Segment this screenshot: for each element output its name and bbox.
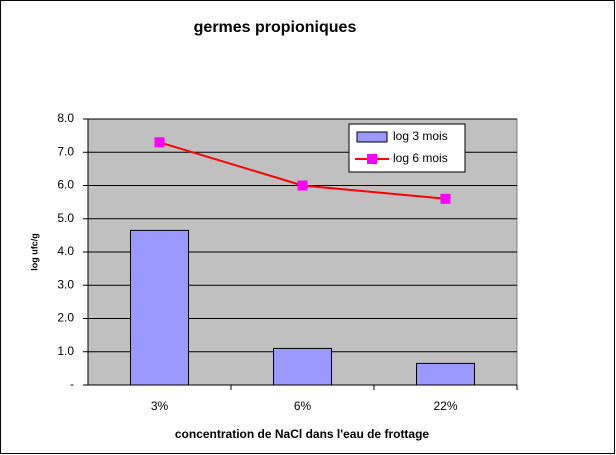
y-tick-label: - [70, 377, 74, 391]
y-tick-label: 4.0 [57, 244, 74, 258]
legend-swatch [356, 131, 388, 143]
chart-title: germes propioniques [194, 19, 357, 36]
bar [130, 229, 189, 386]
y-tick-label: 2.0 [57, 311, 74, 325]
bar [416, 362, 475, 386]
y-tick-label: 5.0 [57, 211, 74, 225]
x-tick-label: 22% [433, 399, 457, 413]
marker [440, 193, 451, 204]
x-tick-label: 3% [151, 399, 169, 413]
marker [154, 137, 165, 148]
x-axis-title: concentration de NaCl dans l'eau de frot… [175, 427, 430, 441]
x-tick-label: 6% [294, 399, 312, 413]
y-tick-label: 7.0 [57, 144, 74, 158]
y-tick-label: 6.0 [57, 178, 74, 192]
y-tick-label: 8.0 [57, 111, 74, 125]
bar [273, 347, 332, 386]
legend-label: log 3 mois [393, 129, 448, 143]
legend-label: log 6 mois [393, 151, 448, 165]
marker [297, 180, 308, 191]
y-tick-label: 3.0 [57, 277, 74, 291]
legend-marker [367, 154, 377, 164]
y-axis-title: log ufc/g [29, 233, 39, 271]
y-tick-label: 1.0 [57, 344, 74, 358]
